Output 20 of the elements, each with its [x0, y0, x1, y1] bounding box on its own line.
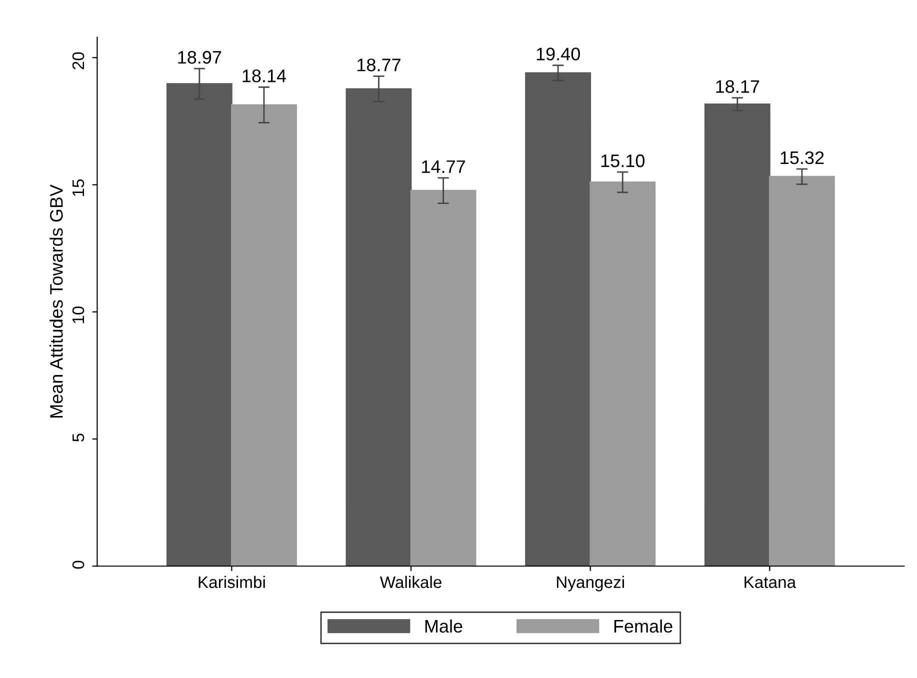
- y-tick-label: 15: [72, 179, 84, 196]
- data-label: 18.97: [178, 50, 222, 64]
- data-label: 14.77: [422, 160, 465, 173]
- y-tick-label: 5: [72, 434, 84, 442]
- data-label: 19.40: [536, 48, 580, 60]
- data-label: 18.77: [358, 58, 400, 72]
- x-tick-label: Nyangezi: [556, 576, 624, 592]
- data-label: 15.32: [780, 151, 824, 164]
- data-label: 18.14: [242, 69, 286, 82]
- y-axis-title: Mean Attitudes Towards GBV: [50, 184, 63, 418]
- y-tick-label: 0: [72, 560, 84, 569]
- x-tick-label: Karisimbi: [198, 576, 265, 588]
- y-tick-label: 10: [72, 306, 84, 324]
- x-tick-label: Walikale: [380, 576, 442, 588]
- legend-label: Female: [614, 619, 672, 633]
- x-tick-label: Katana: [744, 576, 796, 588]
- y-tick-label: 20: [72, 52, 84, 70]
- data-label: 18.17: [716, 80, 760, 93]
- data-label: 15.10: [601, 154, 645, 168]
- legend-label: Male: [425, 619, 462, 633]
